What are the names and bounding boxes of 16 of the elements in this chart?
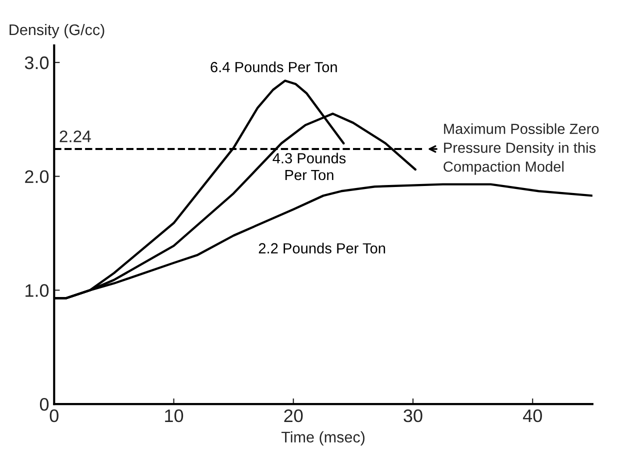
annotation: Maximum Possible Zero Pressure Density in this Compaction Model bbox=[444, 123, 599, 175]
x-tick-label: 10 bbox=[165, 409, 184, 422]
ref-line-label: 2.24 bbox=[60, 130, 91, 142]
x-axis-title: Time (msec) bbox=[281, 431, 364, 446]
series-label: 6.4 Pounds Per Ton bbox=[210, 62, 337, 72]
y-tick-label: 0 bbox=[40, 398, 49, 411]
y-tick-label: 3.0 bbox=[24, 56, 49, 70]
x-tick-label: 0 bbox=[50, 409, 58, 422]
x-tick-label: 20 bbox=[284, 409, 303, 422]
y-tick-label: 1.0 bbox=[26, 284, 49, 297]
series-label: 2.2 Pounds Per Ton bbox=[258, 242, 386, 254]
series-label: 4.3 Pounds Per Ton bbox=[272, 152, 346, 180]
y-axis-title: Density (G/cc) bbox=[10, 24, 104, 38]
y-tick-label: 2.0 bbox=[25, 170, 49, 184]
x-tick-label: 40 bbox=[522, 409, 542, 422]
x-tick-label: 30 bbox=[404, 409, 422, 422]
